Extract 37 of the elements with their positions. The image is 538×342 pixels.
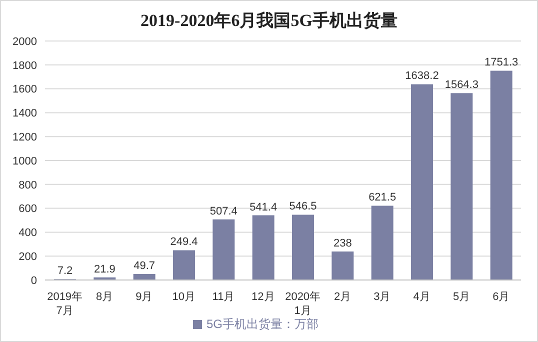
x-tick-label: 2019年 7月 [47,291,83,317]
y-tick-label: 2000 [12,36,37,48]
data-label: 546.5 [289,200,317,213]
data-label: 249.4 [170,236,198,248]
data-label: 621.5 [368,192,396,204]
data-label: 7.2 [57,265,73,278]
x-tick-label: 2月 [334,291,352,303]
data-label: 21.9 [94,263,116,276]
data-label: 1638.2 [405,70,439,82]
y-tick-label: 1200 [12,132,37,144]
x-tick-label: 10月 [172,291,196,303]
y-tick-label: 800 [18,179,37,192]
y-tick-label: 400 [18,227,37,240]
y-tick-label: 1800 [12,60,37,72]
x-tick-label: 5月 [452,291,470,303]
data-label: 238 [333,238,352,250]
y-tick-label: 1000 [12,155,37,168]
y-tick-label: 1400 [12,108,37,120]
data-label: 1751.3 [484,56,518,69]
x-tick-label: 6月 [492,291,510,303]
data-label: 1564.3 [444,79,478,92]
x-tick-label: 8月 [96,291,114,303]
x-tick-label: 4月 [413,291,430,303]
data-label: 49.7 [134,260,156,272]
chart-title: 2019-2020年6月我国5G手机出货量 [140,10,398,32]
x-tick-label: 12月 [252,291,275,303]
x-tick-label: 3月 [374,291,391,303]
y-tick-label: 600 [18,203,37,216]
x-tick-label: 2020年 1月 [285,291,321,317]
x-tick-label: 9月 [136,291,153,303]
x-tick-label: 11月 [212,291,235,303]
data-label: 541.4 [250,201,278,214]
legend-label: 5G手机出货量：万部 [206,317,318,331]
y-tick-label: 1600 [12,84,37,96]
data-label: 507.4 [210,205,238,218]
y-tick-label: 0 [30,274,37,287]
y-tick-label: 200 [18,251,37,264]
